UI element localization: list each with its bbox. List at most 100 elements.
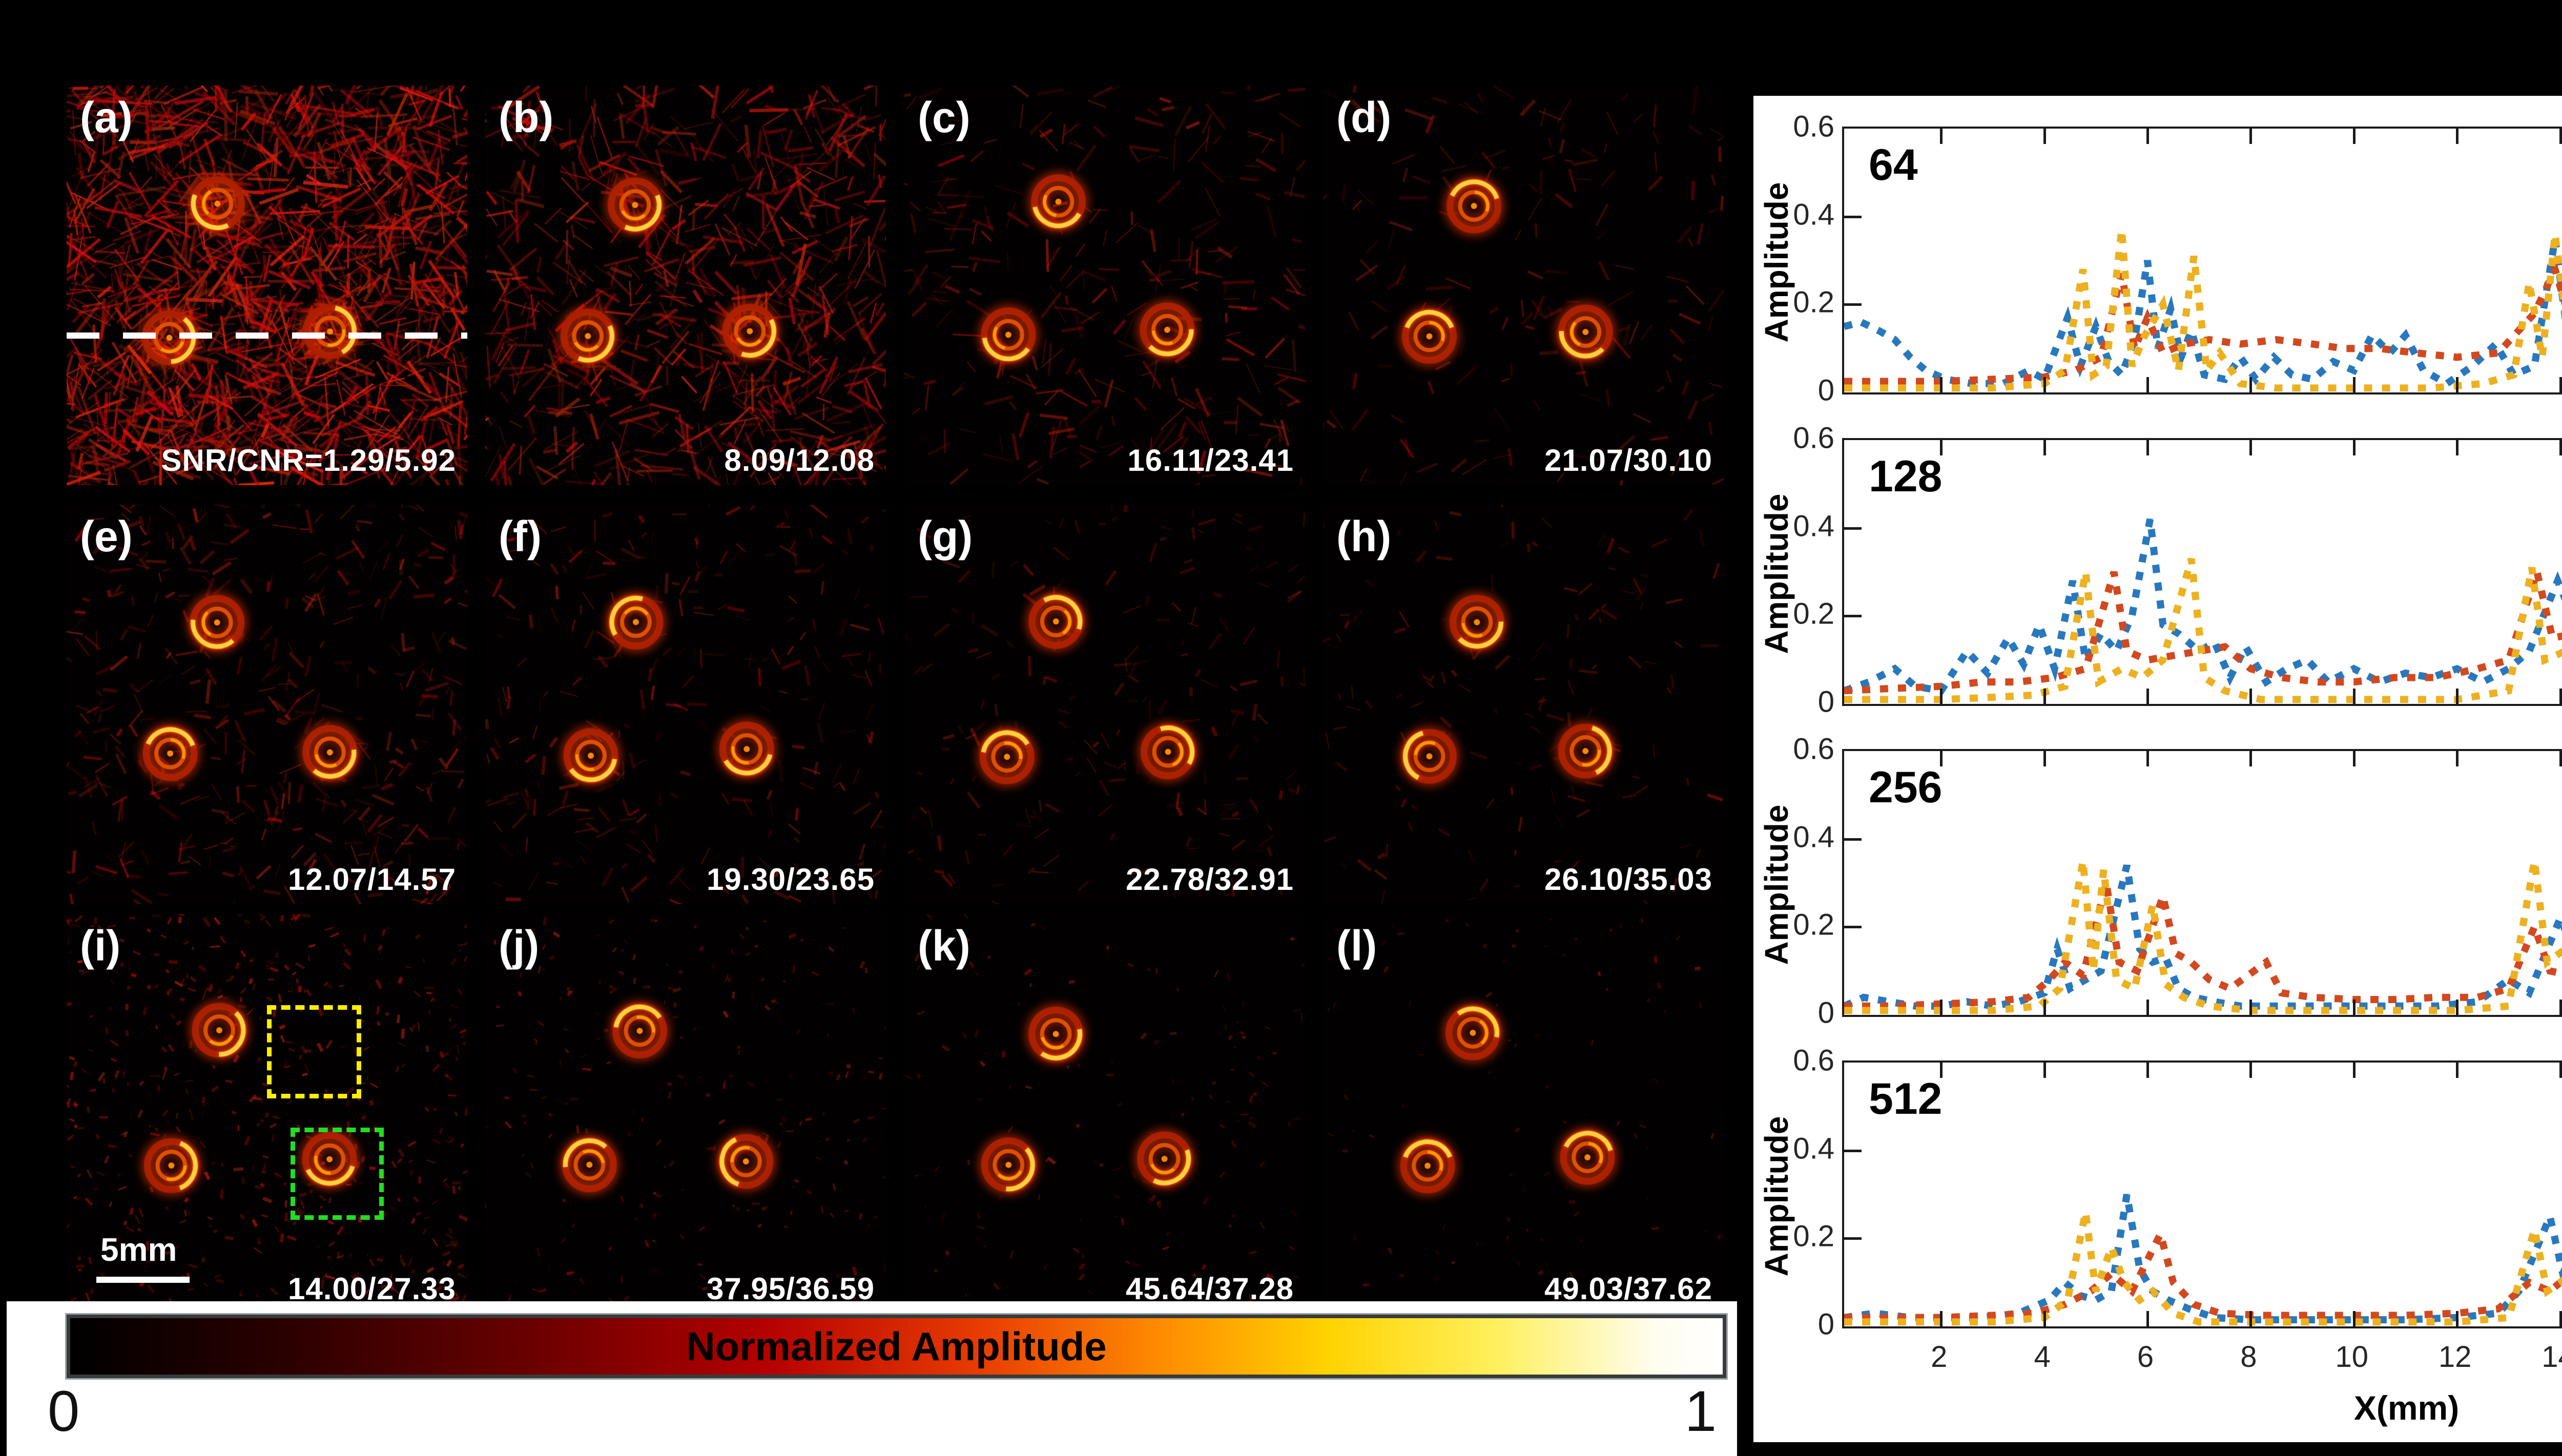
y-tick-label: 0.2 [1793, 285, 1834, 319]
scalebar-bar [96, 1277, 190, 1283]
x-tickmark [1940, 1000, 1943, 1015]
panel-letter-label: (h) [1336, 512, 1392, 560]
x-tick-label: 14 [2542, 1340, 2562, 1374]
x-tick-label: 6 [2137, 1340, 2154, 1374]
subplot-256: 256 [1842, 749, 2562, 1017]
recon-panel-l: (l) 49.03/37.62 [1323, 914, 1724, 1314]
x-tickmark [2559, 1311, 2562, 1326]
recon-panel-d: (d) 21.07/30.10 [1323, 86, 1724, 485]
series-nerf [1844, 1211, 2562, 1326]
panel-letter-label: (c) [918, 93, 970, 141]
x-tickmark [2146, 1000, 2150, 1015]
y-tick-label: 0.4 [1793, 198, 1834, 232]
x-tickmark [2043, 440, 2046, 455]
x-tickmark [2146, 1063, 2150, 1078]
series-nerf [1844, 860, 2562, 1014]
roi-box-target [291, 1128, 384, 1220]
recon-panel-j: (j) 37.95/36.59 [485, 914, 886, 1314]
x-tickmark [2559, 751, 2562, 766]
x-tickmark [2043, 1311, 2046, 1326]
series-ubp [1844, 518, 2562, 695]
panel-letter-label: (i) [80, 922, 121, 970]
panel-letter-label: (b) [499, 93, 554, 141]
y-tick-label: 0.6 [1793, 110, 1834, 143]
x-tickmark [2146, 440, 2150, 455]
snr-cnr-value: 37.95/36.59 [707, 1272, 875, 1306]
y-tick-label: 0 [1817, 373, 1834, 407]
x-tickmark [1940, 689, 1943, 704]
panel-letter-label: (e) [80, 512, 133, 560]
x-tickmark [2249, 129, 2253, 144]
y-tickmark [1844, 215, 1862, 218]
y-axis-label: Amplitude [1758, 493, 1795, 654]
recon-image [904, 86, 1305, 485]
x-tickmark [2559, 129, 2562, 144]
recon-image [485, 86, 886, 485]
y-tickmark [1844, 926, 1862, 929]
x-tick-label: 8 [2240, 1340, 2257, 1374]
series-nerf [1844, 557, 2562, 703]
x-tick-label: 4 [2034, 1340, 2051, 1374]
x-tickmark [2352, 689, 2356, 704]
x-tickmark [1940, 377, 1943, 392]
y-tick-label: 0.6 [1793, 1044, 1834, 1077]
y-tickmark [1844, 1237, 1862, 1240]
y-tickmark [1844, 303, 1862, 306]
snr-cnr-value: 45.64/37.28 [1126, 1272, 1294, 1306]
x-tickmark [2559, 1063, 2562, 1078]
x-tickmark [2146, 689, 2150, 704]
recon-panel-f: (f) 19.30/23.65 [485, 505, 886, 904]
x-tickmark [1940, 440, 1943, 455]
x-tickmark [2352, 1311, 2356, 1326]
x-tickmark [2043, 377, 2046, 392]
panel-letter-label: (f) [499, 512, 542, 560]
panel-letter-label: (a) [80, 93, 133, 141]
x-tickmark [2249, 689, 2253, 704]
y-tickmark [1844, 527, 1862, 530]
recon-image [485, 914, 886, 1314]
recon-image [67, 86, 467, 485]
x-tickmark [2146, 751, 2150, 766]
colorbar-max-label: 1 [1684, 1379, 1717, 1443]
x-tickmark [2352, 1063, 2356, 1078]
x-axis-label: X(mm) [2353, 1389, 2460, 1427]
x-tick-label: 2 [1931, 1340, 1948, 1374]
x-tickmark [2043, 1063, 2046, 1078]
recon-image [485, 505, 886, 904]
x-tickmark [2456, 377, 2459, 392]
snr-cnr-value: 12.07/14.57 [288, 862, 456, 897]
x-tickmark [2249, 440, 2253, 455]
x-tick-label: 10 [2335, 1340, 2369, 1374]
subplot-512: 512 [1842, 1060, 2562, 1328]
colorbar-min-label: 0 [48, 1379, 80, 1443]
recon-image [67, 505, 467, 904]
x-tickmark [2352, 129, 2356, 144]
x-tickmark [2352, 1000, 2356, 1015]
series-ubp [1844, 238, 2562, 388]
recon-image [904, 914, 1305, 1314]
x-tickmark [1940, 129, 1943, 144]
recon-panel-a: (a) SNR/CNR=1.29/5.92 [67, 86, 467, 485]
recon-image [904, 505, 1305, 904]
x-tickmark [2456, 751, 2459, 766]
panel-letter-label: (k) [918, 922, 970, 970]
x-tick-label: 12 [2438, 1340, 2472, 1374]
x-tickmark [2559, 440, 2562, 455]
x-tickmark [2456, 1311, 2459, 1326]
recon-panel-e: (e) 12.07/14.57 [67, 505, 467, 904]
recon-image [1323, 914, 1724, 1314]
x-tickmark [2249, 1000, 2253, 1015]
y-tickmark [1844, 838, 1862, 841]
x-tickmark [2146, 129, 2150, 144]
colorbar-title: Normalized Amplitude [686, 1323, 1107, 1369]
series-ubp [1844, 864, 2562, 1010]
x-tickmark [2043, 1000, 2046, 1015]
scalebar-label: 5mm [100, 1231, 177, 1268]
subplot-series-svg [1844, 229, 2562, 392]
recon-panel-h: (h) 26.10/35.03 [1323, 505, 1724, 904]
y-axis-label: Amplitude [1758, 1116, 1795, 1276]
x-tickmark [2043, 751, 2046, 766]
x-tickmark [2559, 1000, 2562, 1015]
y-tick-label: 0.2 [1793, 597, 1834, 631]
recon-panel-c: (c) 16.11/23.41 [904, 86, 1305, 485]
